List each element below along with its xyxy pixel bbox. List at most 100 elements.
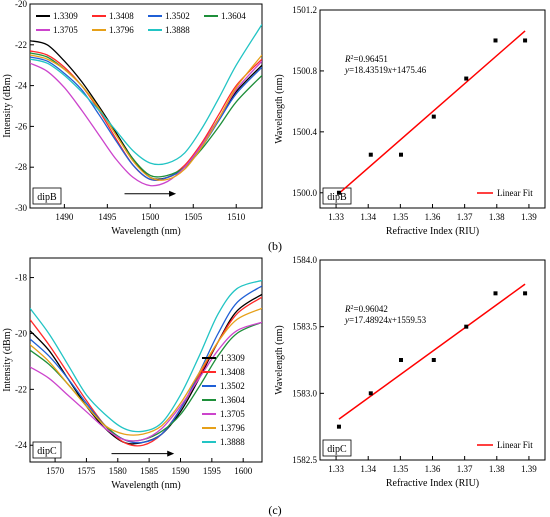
plot-frame: [319, 9, 546, 209]
series-line-1.3888: [30, 279, 262, 433]
legend-label: 1.3502: [165, 11, 190, 21]
r2-value: =0.96042: [354, 304, 388, 314]
legend-label: 1.3705: [53, 25, 78, 35]
x-tick-label: 1580: [109, 466, 128, 476]
series-line-1.3604: [30, 52, 262, 178]
series-group: [30, 279, 262, 447]
y-tick-label: -20: [15, 0, 27, 9]
data-point: [464, 76, 469, 81]
legend-label: 1.3309: [53, 11, 78, 21]
legend-label: 1.3604: [221, 11, 246, 21]
x-tick-label: 1.33: [328, 464, 344, 474]
legend-label: Linear Fit: [497, 188, 533, 198]
series-line-1.3888: [30, 24, 262, 166]
shift-arrow-head: [169, 190, 177, 197]
chart-b_right: 1.33 1.34 1.35 1.36 1.37 1.38 1.39 1500.0 1500.4…: [274, 5, 546, 237]
x-tick-label: 1.34: [360, 212, 376, 222]
x-tick-label: 1585: [140, 466, 159, 476]
equation-part: =17.48924: [349, 315, 388, 325]
equation-part: y: [344, 65, 349, 75]
x-tick-label: 1.34: [360, 464, 376, 474]
equation-annotation: y=18.43519x+1475.46: [344, 65, 427, 75]
y-tick-label: 1500.0: [292, 188, 317, 198]
y-tick-label: 1500.4: [292, 127, 317, 137]
data-point: [523, 291, 528, 296]
y-axis-label: Intensity (dBm): [2, 328, 13, 392]
equation-annotation: y=17.48924x+1559.53: [344, 315, 427, 325]
x-tick-label: 1495: [98, 212, 117, 222]
y-tick-label: -20: [15, 328, 27, 338]
x-axis-label: Refractive Index (RIU): [386, 226, 479, 237]
x-tick-label: 1.35: [392, 464, 408, 474]
r2-superscript: 2: [351, 305, 354, 311]
y-tick-label: 1500.8: [292, 66, 317, 76]
x-tick-label: 1510: [227, 212, 246, 222]
chart-c_left: 1570 1575 1580 1585 1590 1595 1600 -24 -22 -20 -18…: [2, 257, 263, 491]
y-tick-label: 1501.2: [292, 5, 317, 15]
series-line-1.3309: [30, 40, 262, 180]
data-point: [336, 190, 341, 195]
equation-part: +1559.53: [392, 315, 427, 325]
y-axis-label: Wavelength (nm): [274, 325, 285, 394]
r2-superscript: 2: [351, 55, 354, 61]
y-tick-label: -26: [15, 121, 27, 131]
x-tick-label: 1.37: [457, 464, 473, 474]
equation-part: +1475.46: [392, 65, 427, 75]
tag-box: dipB: [32, 187, 62, 205]
x-tick-label: 1590: [171, 466, 190, 476]
data-point: [399, 152, 403, 157]
chart-b_left: 1490 1495 1500 1505 1510 -30 -28 -26 -24 -22 -20 Wa…: [2, 0, 263, 237]
equation-part: y: [344, 315, 349, 325]
plot-frame: [29, 257, 263, 463]
y-tick-label: -30: [15, 203, 27, 213]
chart-c_right: 1.33 1.34 1.35 1.36 1.37 1.38 1.39 1582.5 1583.0…: [274, 255, 546, 489]
data-point: [464, 324, 469, 329]
legend-label: 1.3309: [220, 353, 245, 363]
x-tick-label: 1505: [184, 212, 203, 222]
legend: 1.3309 1.3408 1.3502 1.3604 1.3705 1.3796 1.38…: [36, 11, 246, 35]
equation-part: x: [387, 65, 392, 75]
data-point: [368, 391, 373, 396]
y-tick-label: 1582.5: [292, 455, 317, 465]
x-tick-label: 1.39: [521, 464, 537, 474]
data-point: [399, 358, 403, 362]
x-axis-label: Wavelength (nm): [111, 226, 180, 237]
legend-label: 1.3888: [220, 437, 245, 447]
data-point: [493, 291, 498, 296]
legend-label: 1.3796: [220, 423, 245, 433]
legend: Linear Fit: [477, 188, 533, 198]
data-point: [431, 114, 436, 119]
tag-box: dipC: [32, 441, 62, 459]
x-tick-label: 1.37: [457, 212, 473, 222]
data-point: [431, 358, 436, 362]
series-group: [30, 24, 262, 187]
x-tick-label: 1.33: [328, 212, 344, 222]
data-point: [336, 424, 341, 429]
series-line-1.3705: [30, 321, 262, 442]
legend-label: 1.3408: [220, 367, 245, 377]
y-tick-label: -28: [15, 162, 27, 172]
data-point: [368, 152, 373, 157]
r2-annotation: R2=0.96451: [344, 54, 388, 64]
x-tick-label: 1490: [55, 212, 74, 222]
x-tick-label: 1.38: [489, 212, 505, 222]
equation-part: =18.43519: [349, 65, 388, 75]
r2-symbol: R: [344, 304, 351, 314]
x-axis-label: Wavelength (nm): [111, 480, 180, 491]
panel-label-b: (b): [268, 239, 282, 253]
legend-label: 1.3408: [109, 11, 134, 21]
fit-line: [338, 30, 526, 195]
y-axis-label: Wavelength (nm): [274, 74, 285, 143]
series-line-1.3796: [30, 54, 262, 181]
legend: Linear Fit: [477, 440, 533, 450]
tag-frame: [322, 187, 352, 205]
r2-symbol: R: [344, 54, 351, 64]
r2-value: =0.96451: [354, 54, 388, 64]
tag-label: dipC: [327, 444, 347, 455]
x-tick-label: 1500: [141, 212, 160, 222]
legend-label: 1.3888: [165, 25, 190, 35]
plot-frame: [29, 3, 263, 209]
x-tick-label: 1.36: [425, 212, 441, 222]
y-tick-label: -24: [15, 440, 27, 450]
data-point: [493, 38, 498, 43]
